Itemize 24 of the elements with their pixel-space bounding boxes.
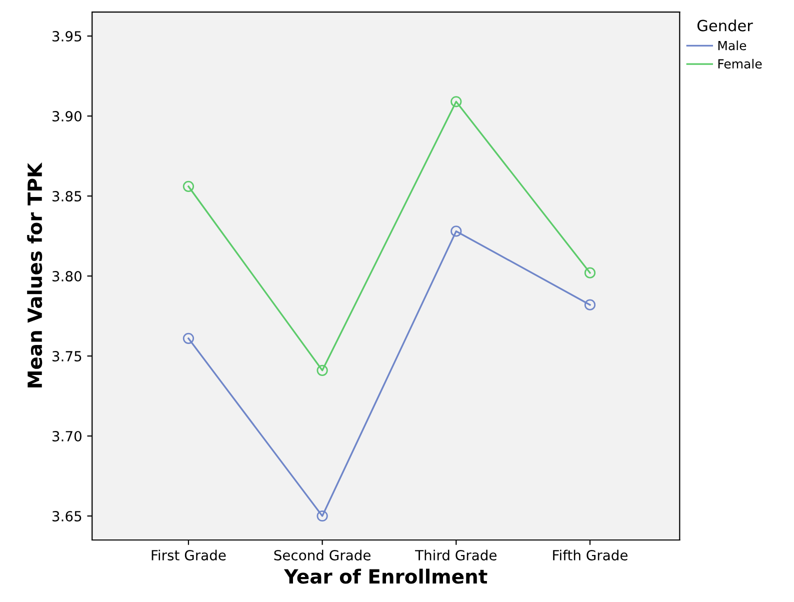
y-tick-label: 3.65 (52, 510, 82, 522)
point (450, 226, 462, 237)
legend-title: Gender (697, 20, 753, 32)
legend-label: Male (718, 40, 746, 50)
point (182, 332, 194, 344)
x-tick-label: Fifth Grade (553, 550, 628, 560)
y-axis-title: Mean Values for TPK (27, 162, 42, 388)
legend-label: Female (718, 58, 762, 69)
point (316, 510, 328, 522)
y-tick-label: 3.95 (52, 31, 82, 42)
y-tick-label: 3.90 (52, 111, 82, 122)
x-tick-label: Second Grade (274, 550, 371, 560)
point (584, 299, 596, 310)
x-tick-label: First Grade (152, 550, 226, 560)
point (584, 267, 596, 278)
x-axis-title: Year of Enrollment (284, 568, 488, 584)
point (182, 180, 194, 192)
point (316, 364, 328, 376)
y-tick-label: 3.70 (52, 430, 82, 442)
y-tick-label: 3.75 (52, 350, 82, 362)
x-tick-label: Third Grade (415, 550, 497, 560)
point (450, 96, 462, 108)
y-tick-label: 3.85 (52, 190, 82, 202)
y-tick-label: 3.80 (52, 270, 82, 282)
